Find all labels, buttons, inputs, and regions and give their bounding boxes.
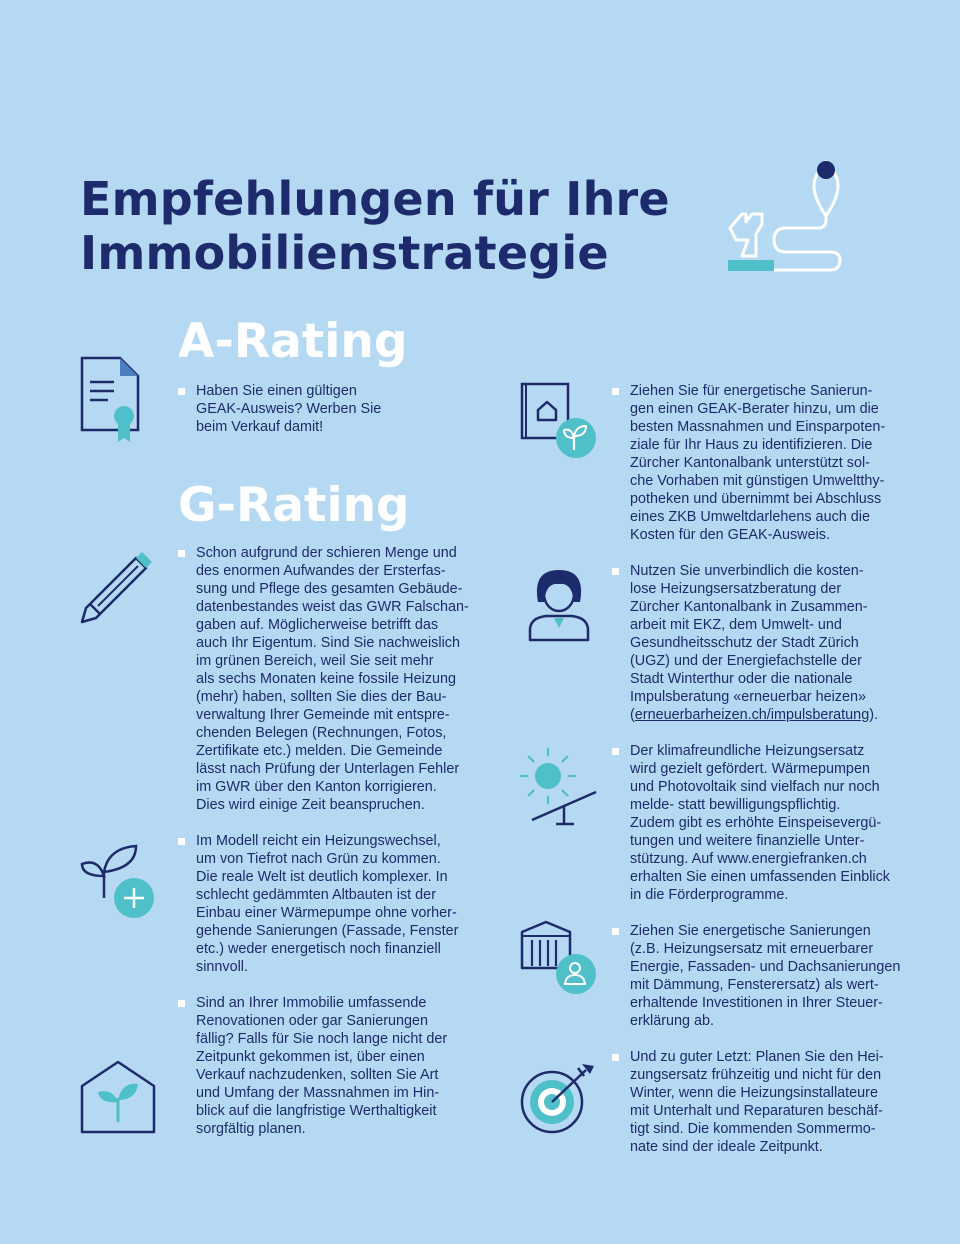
bullet-marker bbox=[612, 388, 619, 395]
bullet-gwr-falschangaben: Schon aufgrund der schieren Menge und de… bbox=[178, 544, 506, 814]
bullet-heizungswechsel: Im Modell reicht ein Heizungswechsel, um… bbox=[178, 832, 506, 976]
a-rating-heading: A-Rating bbox=[178, 314, 408, 369]
bullet-text: Im Modell reicht ein Heizungswechsel, um… bbox=[196, 833, 459, 975]
plant-plus-icon bbox=[78, 842, 158, 922]
building-person-icon bbox=[518, 918, 598, 998]
pencil-icon bbox=[78, 548, 156, 626]
bullet-text: Und zu guter Letzt: Planen Sie den Hei- … bbox=[630, 1049, 884, 1155]
sun-seesaw-icon bbox=[516, 744, 602, 828]
bullet-renovationen: Sind an Ihrer Immobilie umfassende Renov… bbox=[178, 994, 506, 1138]
bullet-geak-ausweis: Haben Sie einen gültigen GEAK-Ausweis? W… bbox=[178, 382, 496, 436]
bullet-marker bbox=[612, 928, 619, 935]
page-title: Empfehlungen für Ihre Immobilienstrategi… bbox=[80, 172, 670, 280]
bullet-text: Der klimafreundliche Heizungsersatz wird… bbox=[630, 743, 890, 903]
bullet-text: Ziehen Sie für energetische Sanierun- ge… bbox=[630, 383, 886, 543]
chess-map-route-icon bbox=[722, 148, 852, 278]
bullet-geak-berater: Ziehen Sie für energetische Sanierun- ge… bbox=[612, 382, 940, 544]
bullet-foerderung: Der klimafreundliche Heizungsersatz wird… bbox=[612, 742, 940, 904]
bullet-marker bbox=[612, 568, 619, 575]
bullet-marker bbox=[178, 1000, 185, 1007]
bullet-marker bbox=[612, 748, 619, 755]
bullet-text: Ziehen Sie energetische Sanierungen (z.B… bbox=[630, 923, 901, 1029]
bullet-marker bbox=[178, 388, 185, 395]
bullet-text: Schon aufgrund der schieren Menge und de… bbox=[196, 545, 469, 813]
certificate-document-icon bbox=[78, 354, 142, 448]
bullet-marker bbox=[178, 838, 185, 845]
bullet-steuererklaerung: Ziehen Sie energetische Sanierungen (z.B… bbox=[612, 922, 940, 1030]
bullet-planung: Und zu guter Letzt: Planen Sie den Hei- … bbox=[612, 1048, 940, 1156]
bullet-heizungsersatzberatung: Nutzen Sie unverbindlich die kosten- los… bbox=[612, 562, 940, 724]
page-title-line-1: Empfehlungen für Ihre bbox=[80, 172, 670, 226]
target-arrow-icon bbox=[518, 1060, 598, 1140]
page-title-line-2: Immobilienstrategie bbox=[80, 226, 609, 280]
advisor-person-icon bbox=[526, 566, 592, 642]
house-document-leaf-icon bbox=[518, 380, 598, 462]
bullet-text: Sind an Ihrer Immobilie umfassende Renov… bbox=[196, 995, 448, 1137]
bullet-text: Nutzen Sie unverbindlich die kosten- los… bbox=[630, 563, 878, 723]
house-plant-icon bbox=[78, 1058, 158, 1136]
g-rating-heading: G-Rating bbox=[178, 478, 410, 533]
bullet-marker bbox=[178, 550, 185, 557]
bullet-marker bbox=[612, 1054, 619, 1061]
bullet-text: Haben Sie einen gültigen GEAK-Ausweis? W… bbox=[196, 383, 382, 435]
impulsberatung-link[interactable]: erneuerbarheizen.ch/impulsberatung bbox=[634, 707, 870, 723]
